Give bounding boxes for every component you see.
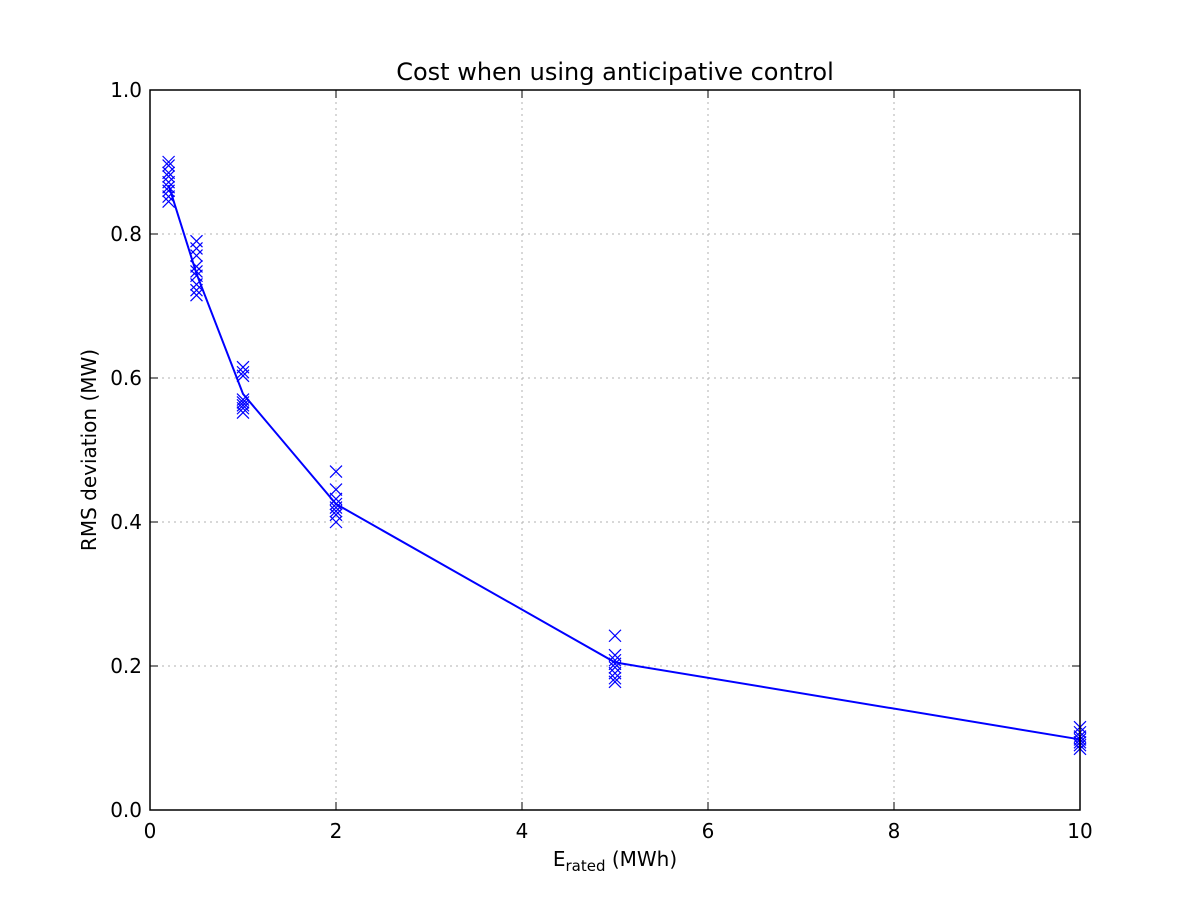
- scatter-point-x: [190, 249, 203, 263]
- scatter-point-x: [236, 369, 250, 383]
- scatter-point-x: [190, 283, 203, 297]
- y-tick-label: 0.0: [110, 798, 142, 822]
- scatter-point-x: [608, 675, 622, 689]
- scatter-point-x: [162, 166, 176, 180]
- scatter-point-x: [190, 234, 203, 248]
- plot-frame: [149, 89, 1081, 811]
- scatter-point-x: [190, 265, 203, 278]
- x-axis-label-main: E: [553, 847, 566, 871]
- scatter-point-x: [608, 657, 622, 671]
- scatter-point-x: [236, 396, 250, 409]
- y-tick-label: 1.0: [110, 78, 142, 102]
- x-tick-label: 8: [888, 819, 901, 843]
- x-axis-label: Erated (MWh): [553, 847, 677, 875]
- scatter-point-x: [162, 155, 176, 169]
- x-tick-label: 6: [702, 819, 715, 843]
- ticks-layer: 0 2 4 6 8 10 0.0 0.2 0.4 0.6 0.8 1.0: [110, 78, 1093, 843]
- scatter-point-x: [329, 504, 343, 518]
- scatter-point-x: [190, 241, 203, 255]
- x-axis-label-subscript: rated: [565, 857, 605, 875]
- scatter-point-x: [329, 483, 343, 497]
- y-tick-label: 0.8: [110, 222, 142, 246]
- scatter-point-x: [236, 401, 250, 415]
- x-tick-label: 4: [516, 819, 529, 843]
- scatter-point-x: [162, 180, 176, 194]
- scatter-point-x: [162, 169, 176, 183]
- scatter-point-x: [236, 406, 250, 419]
- y-axis-label: RMS deviation (MW): [77, 349, 101, 551]
- scatter-point-x: [162, 190, 176, 203]
- chart-title: Cost when using anticipative control: [396, 58, 834, 86]
- scatter-point-x: [608, 629, 622, 643]
- grid-layer: [150, 90, 1080, 810]
- scatter-point-x: [162, 184, 176, 198]
- scatter-point-x: [190, 288, 203, 302]
- data-layer: [162, 155, 1087, 756]
- y-tick-label: 0.2: [110, 654, 142, 678]
- scatter-point-x: [236, 365, 250, 379]
- scatter-point-x: [162, 195, 176, 209]
- y-tick-label: 0.6: [110, 366, 142, 390]
- scatter-point-x: [329, 465, 343, 479]
- x-tick-label: 0: [144, 819, 157, 843]
- y-tick-label: 0.4: [110, 510, 142, 534]
- scatter-point-x: [236, 398, 250, 412]
- scatter-point-x: [190, 259, 203, 273]
- scatter-point-x: [329, 515, 343, 529]
- scatter-point-x: [608, 671, 622, 685]
- x-tick-label: 2: [330, 819, 343, 843]
- x-tick-label: 10: [1067, 819, 1092, 843]
- series-line: [167, 184, 1081, 741]
- scatter-point-x: [608, 661, 622, 674]
- scatter-point-x: [190, 277, 203, 291]
- x-axis-label-unit: (MWh): [605, 847, 677, 871]
